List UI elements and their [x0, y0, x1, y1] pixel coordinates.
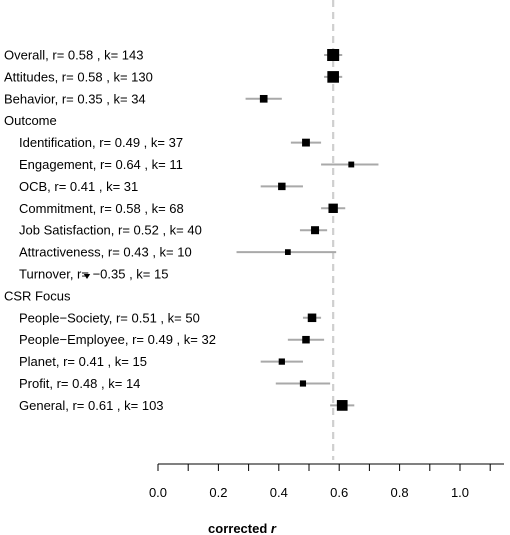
row-label: Planet, r= 0.41 , k= 15 — [19, 354, 147, 369]
forest-row: People−Society, r= 0.51 , k= 50 — [19, 310, 322, 325]
point-estimate — [311, 226, 320, 235]
forest-row: Identification, r= 0.49 , k= 37 — [19, 135, 322, 150]
point-estimate — [307, 313, 317, 323]
point-estimate — [328, 203, 338, 213]
forest-row: General, r= 0.61 , k= 103 — [19, 398, 355, 413]
forest-row: Attractiveness, r= 0.43 , k= 10 — [19, 245, 337, 260]
x-axis: 0.0 0.2 0.4 0.6 0.8 1.0 — [149, 463, 504, 500]
x-axis-label-prefix: corrected — [208, 521, 271, 535]
row-label: Profit, r= 0.48 , k= 14 — [19, 376, 140, 391]
forest-row: Engagement, r= 0.64 , k= 11 — [19, 157, 379, 172]
forest-row: Commitment, r= 0.58 , k= 68 — [19, 201, 346, 216]
point-estimate — [278, 358, 285, 365]
forest-row: Profit, r= 0.48 , k= 14 — [19, 376, 331, 391]
row-label: General, r= 0.61 , k= 103 — [19, 398, 164, 413]
row-label: Commitment, r= 0.58 , k= 68 — [19, 201, 184, 216]
point-estimate — [299, 380, 307, 387]
x-tick-label: 1.0 — [451, 485, 469, 500]
point-estimate — [302, 138, 310, 147]
section-header: CSR Focus — [4, 288, 71, 303]
forest-row: Turnover, r= −0.35 , k= 15 — [19, 267, 168, 282]
row-label: Attractiveness, r= 0.43 , k= 10 — [19, 245, 192, 260]
forest-row: Behavior, r= 0.35 , k= 34 — [4, 91, 282, 106]
point-estimate — [336, 400, 348, 411]
section-header: Outcome — [4, 113, 57, 128]
x-tick-label: 0.4 — [270, 485, 288, 500]
point-estimate — [348, 161, 355, 168]
x-tick-label: 0.2 — [209, 485, 227, 500]
point-estimate — [302, 335, 310, 344]
out-of-range-marker — [83, 274, 91, 279]
row-label: Identification, r= 0.49 , k= 37 — [19, 135, 183, 150]
row-label: Attitudes, r= 0.58 , k= 130 — [4, 69, 153, 84]
row-label: OCB, r= 0.41 , k= 31 — [19, 179, 138, 194]
forest-row: Planet, r= 0.41 , k= 15 — [19, 354, 303, 369]
forest-row: OCB, r= 0.41 , k= 31 — [19, 179, 303, 194]
forest-row: Job Satisfaction, r= 0.52 , k= 40 — [19, 223, 328, 238]
row-label: People−Employee, r= 0.49 , k= 32 — [19, 332, 216, 347]
point-estimate — [278, 182, 286, 191]
section-header-label: Outcome — [4, 113, 57, 128]
x-tick-label: 0.0 — [149, 485, 167, 500]
x-axis-label: corrected r — [208, 521, 277, 535]
x-tick-label: 0.8 — [391, 485, 409, 500]
forest-row: Overall, r= 0.58 , k= 143 — [4, 48, 343, 63]
rows-layer: Overall, r= 0.58 , k= 143 Attitudes, r= 0… — [4, 48, 379, 413]
forest-row: People−Employee, r= 0.49 , k= 32 — [19, 332, 325, 347]
row-label: Behavior, r= 0.35 , k= 34 — [4, 91, 146, 106]
point-estimate — [259, 94, 268, 103]
row-label: Engagement, r= 0.64 , k= 11 — [19, 157, 183, 172]
point-estimate — [327, 49, 340, 61]
row-label: Turnover, r= −0.35 , k= 15 — [19, 267, 168, 282]
section-header-label: CSR Focus — [4, 288, 71, 303]
forest-row: Attitudes, r= 0.58 , k= 130 — [4, 69, 343, 84]
x-tick-label: 0.6 — [330, 485, 348, 500]
row-label: Overall, r= 0.58 , k= 143 — [4, 48, 143, 63]
row-label: People−Society, r= 0.51 , k= 50 — [19, 310, 200, 325]
row-label: Job Satisfaction, r= 0.52 , k= 40 — [19, 223, 202, 238]
point-estimate — [284, 249, 291, 255]
point-estimate — [327, 71, 339, 83]
x-axis-label-variable: r — [271, 521, 277, 535]
